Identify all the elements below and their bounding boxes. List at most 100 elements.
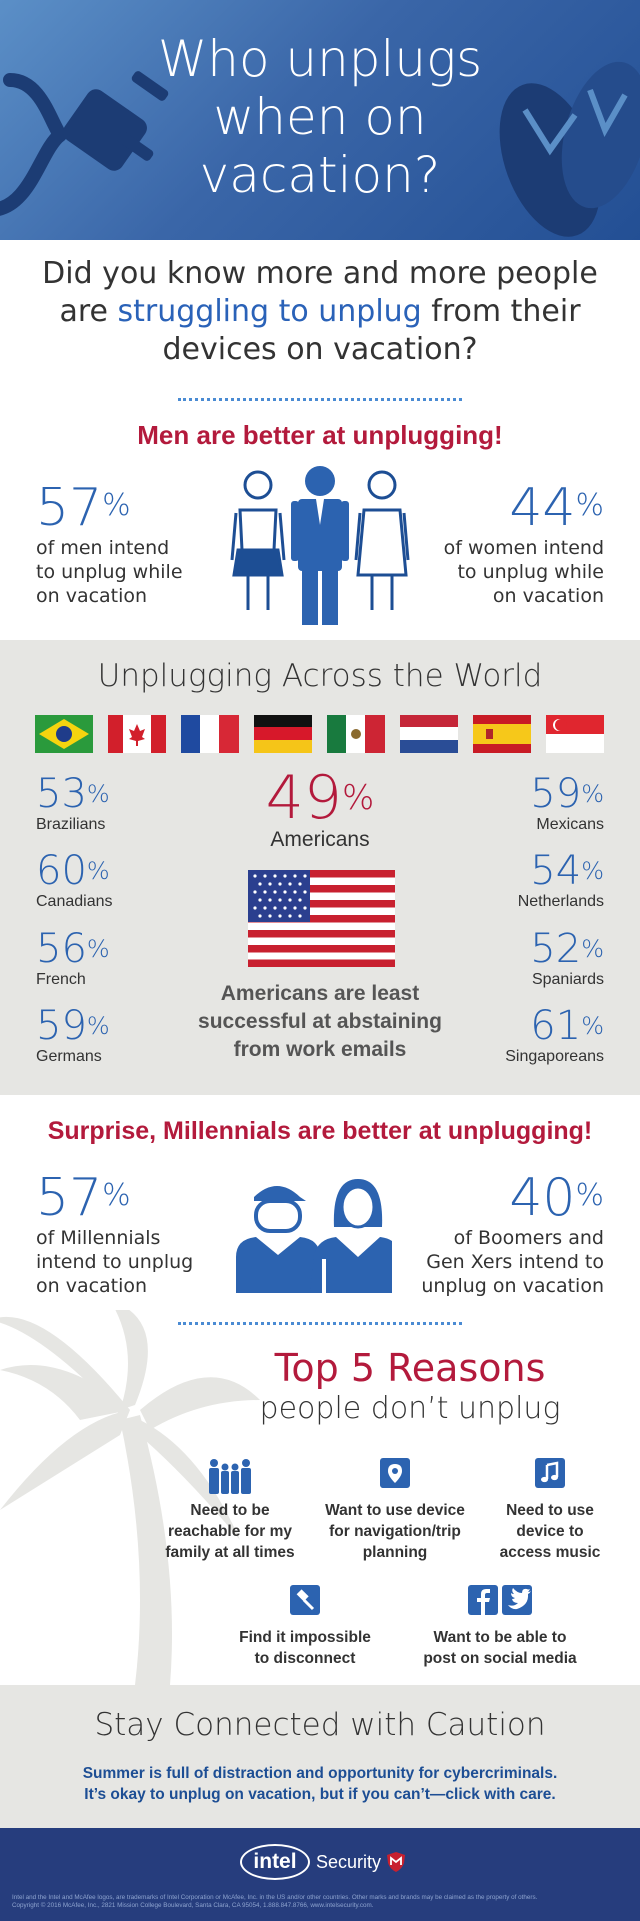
- stat-unit: %: [86, 935, 110, 963]
- caution-section: Stay Connected with Caution Summer is fu…: [0, 1685, 640, 1828]
- stat-value: 61: [530, 1003, 582, 1049]
- us-note-line: from work emails: [233, 1038, 407, 1061]
- stat-label: Brazilians: [36, 816, 106, 833]
- stat-unit: %: [581, 780, 604, 808]
- millennials-percent: 57%: [36, 1170, 236, 1226]
- us-percent: 49%: [0, 767, 640, 829]
- generations-heading: Surprise, Millennials are better at unpl…: [47, 1117, 593, 1145]
- caution-line: Summer is full of distraction and opport…: [82, 1765, 558, 1782]
- boomers-text: of Boomers and Gen Xers intend to unplug…: [404, 1226, 604, 1298]
- impossible-icon: [290, 1585, 320, 1615]
- reason-social: Want to be able to post on social media: [400, 1585, 600, 1669]
- intro-text: Did you know more and more people are st…: [0, 255, 640, 369]
- men-unit: %: [102, 488, 131, 523]
- intel-security-logo[interactable]: intel Security: [240, 1842, 406, 1882]
- stat-label: Germans: [36, 1048, 102, 1065]
- intel-logo: intel: [240, 1844, 310, 1880]
- intro-line-2-pre: are: [59, 294, 118, 329]
- reason-line: device to: [516, 1523, 584, 1540]
- world-heading: Unplugging Across the World: [97, 658, 543, 694]
- us-label: Americans: [270, 828, 370, 851]
- stat-unit: %: [581, 857, 604, 885]
- women-stat: 44% of women intend to unplug while on v…: [424, 480, 604, 608]
- women-text: of women intend to unplug while on vacat…: [424, 536, 604, 608]
- security-logo-text: Security: [316, 1851, 382, 1872]
- men-text: of men intend to unplug while on vacatio…: [36, 536, 216, 608]
- stat-unit: %: [86, 780, 110, 808]
- spain-flag-icon: [473, 715, 531, 753]
- stat-label: Netherlands: [517, 893, 604, 910]
- reason-line: family at all times: [165, 1544, 295, 1561]
- millennials-stat: 57% of Millennials intend to unplug on v…: [36, 1170, 236, 1298]
- title-line-3: vacation?: [199, 146, 441, 204]
- women-text-line: of women intend: [443, 537, 604, 559]
- millennials-value: 57: [36, 1168, 103, 1228]
- canada-flag-icon: [108, 715, 166, 753]
- usa-flag-icon: [248, 870, 395, 967]
- women-text-line: on vacation: [492, 585, 604, 607]
- men-value: 57: [36, 478, 103, 538]
- intro-line-2: are struggling to unplug from their: [0, 293, 640, 331]
- legal-line: Intel and the Intel and McAfee logos, ar…: [12, 1894, 538, 1901]
- stat-mexico: 59% Mexicans: [530, 773, 604, 835]
- reason-line: Want to be able to: [433, 1629, 567, 1646]
- boomers-stat: 40% of Boomers and Gen Xers intend to un…: [404, 1170, 604, 1298]
- stat-value: 56: [36, 926, 87, 972]
- stat-netherlands: 54% Netherlands: [518, 850, 604, 912]
- women-value: 44: [509, 478, 576, 538]
- reasons-title: Top 5 Reasons: [274, 1346, 546, 1390]
- reason-line: reachable for my: [167, 1523, 293, 1540]
- reason-line: to disconnect: [254, 1650, 356, 1667]
- page-title: Who unplugs when on vacation?: [0, 30, 640, 204]
- footer: intel Security Intel and the Intel and M…: [0, 1828, 640, 1921]
- millennials-text: of Millennials intend to unplug on vacat…: [36, 1226, 236, 1298]
- men-text-line: to unplug while: [36, 561, 183, 583]
- reasons-subtitle: people don’t unplug: [259, 1391, 561, 1426]
- stat-unit: %: [581, 935, 604, 963]
- women-unit: %: [575, 488, 604, 523]
- stat-value: 53: [36, 771, 87, 817]
- dotted-divider: [178, 398, 462, 401]
- boomers-text-line: of Boomers and: [453, 1227, 604, 1249]
- title-line-1: Who unplugs: [157, 30, 483, 88]
- stat-label: Singaporeans: [505, 1048, 604, 1065]
- dotted-divider: [178, 1322, 462, 1325]
- millennials-text-line: of Millennials: [36, 1227, 161, 1249]
- stat-france: 56% French: [36, 928, 110, 990]
- reason-music: Need to use device to access music: [480, 1458, 620, 1563]
- world-section: Unplugging Across the World 53% Brazilia…: [0, 640, 640, 1095]
- legal-text: Intel and the Intel and McAfee logos, ar…: [12, 1894, 628, 1910]
- stat-label: Spaniards: [531, 971, 604, 988]
- caution-line: It’s okay to unplug on vacation, but if …: [84, 1786, 556, 1803]
- millennials-unit: %: [102, 1178, 131, 1213]
- men-text-line: of men intend: [36, 537, 170, 559]
- reason-navigation: Want to use device for navigation/trip p…: [310, 1458, 480, 1563]
- people-gender-icon: [230, 466, 410, 625]
- caution-body: Summer is full of distraction and opport…: [0, 1763, 640, 1805]
- plug-icon: [0, 71, 169, 216]
- stat-label: Mexicans: [536, 816, 604, 833]
- reason-family: Need to be reachable for my family at al…: [150, 1458, 310, 1563]
- reason-line: Want to use device: [325, 1502, 465, 1519]
- stat-unit: %: [86, 857, 110, 885]
- germany-flag-icon: [254, 715, 312, 753]
- women-percent: 44%: [424, 480, 604, 536]
- france-flag-icon: [181, 715, 239, 753]
- stat-spain: 52% Spaniards: [530, 928, 604, 990]
- brazil-flag-icon: [35, 715, 93, 753]
- stat-singapore: 61% Singaporeans: [505, 1005, 604, 1067]
- reasons-title-block: Top 5 Reasons people don’t unplug: [200, 1345, 620, 1427]
- stat-brazil: 53% Brazilians: [36, 773, 110, 835]
- men-text-line: on vacation: [36, 585, 148, 607]
- boomers-text-line: unplug on vacation: [421, 1275, 604, 1297]
- gender-heading: Men are better at unplugging!: [137, 420, 503, 450]
- women-text-line: to unplug while: [457, 561, 604, 583]
- caution-title: Stay Connected with Caution: [94, 1707, 546, 1743]
- stat-value: 60: [36, 848, 87, 894]
- men-stat: 57% of men intend to unplug while on vac…: [36, 480, 216, 608]
- flip-flops-icon: [499, 61, 640, 237]
- singapore-flag-icon: [546, 715, 604, 753]
- stat-value: 59: [36, 1003, 87, 1049]
- stat-canada: 60% Canadians: [36, 850, 113, 912]
- stat-value: 54: [530, 848, 582, 894]
